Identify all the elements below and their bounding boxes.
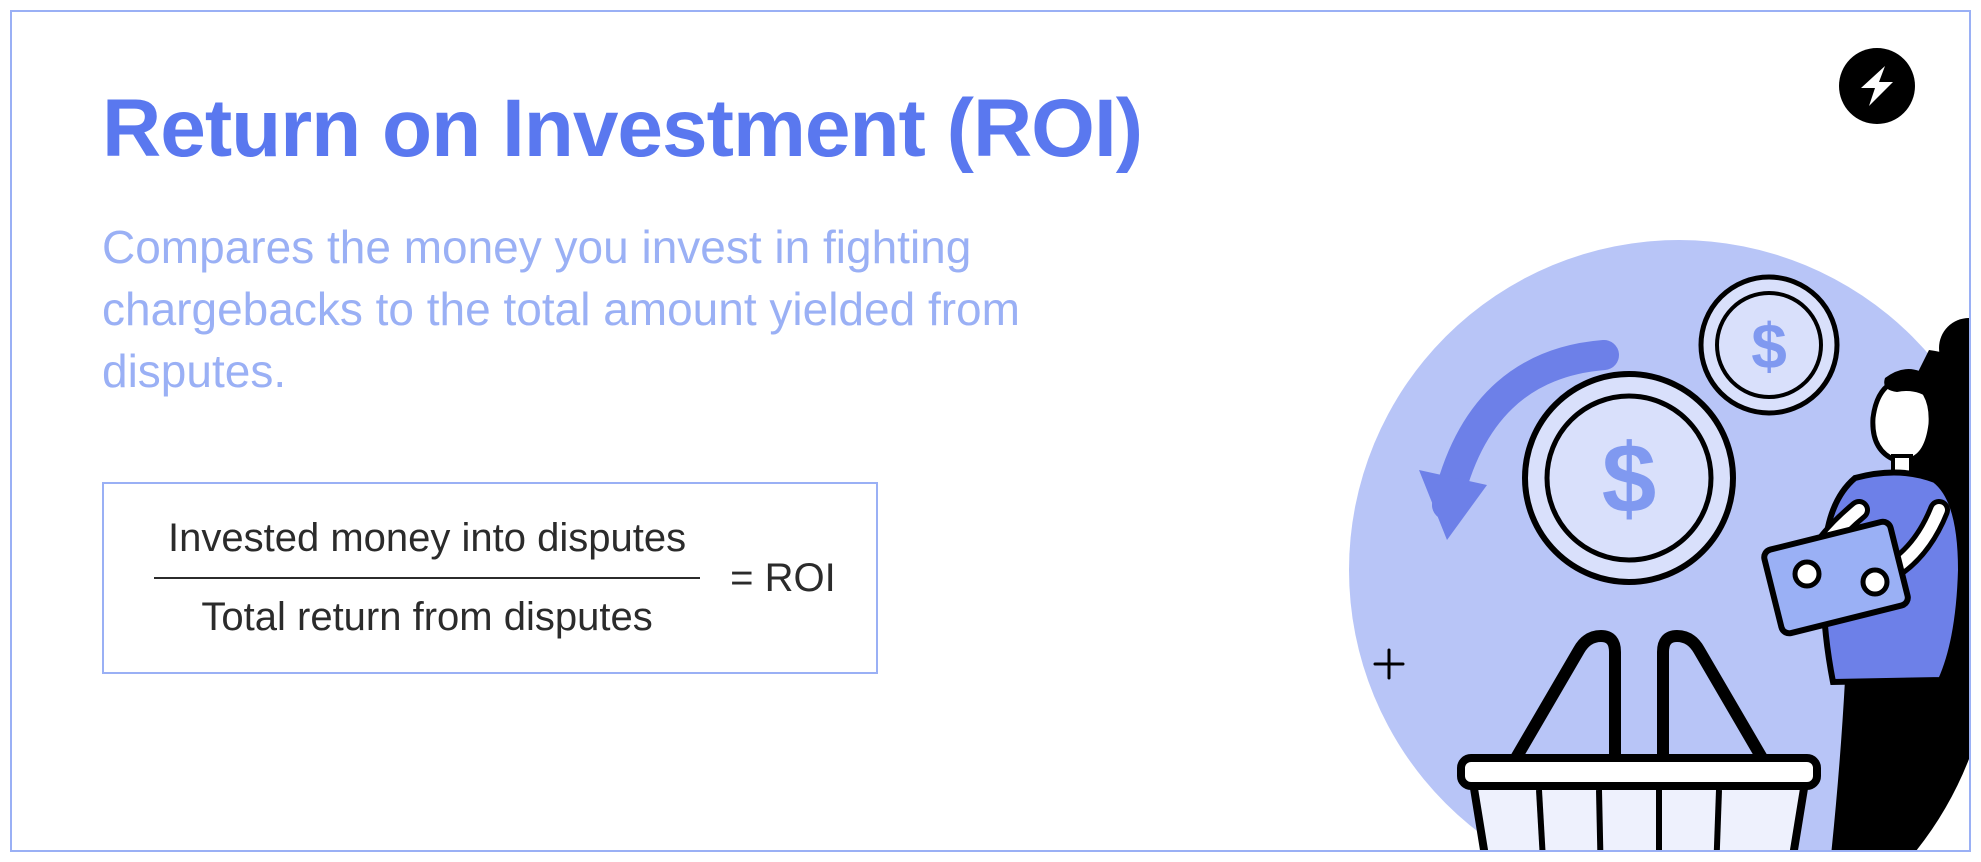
coin-large-icon: $ — [1525, 374, 1733, 582]
bolt-circle-icon — [1837, 46, 1917, 126]
svg-text:$: $ — [1751, 310, 1787, 382]
formula-numerator: Invested money into disputes — [154, 512, 700, 565]
formula-result: = ROI — [730, 556, 836, 601]
formula-box: Invested money into disputes Total retur… — [102, 482, 878, 674]
description-text: Compares the money you invest in fightin… — [102, 216, 1202, 402]
formula-fraction: Invested money into disputes Total retur… — [154, 512, 700, 644]
brand-logo — [1837, 46, 1917, 126]
coin-small-icon: $ — [1701, 277, 1837, 413]
roi-illustration: $ $ — [1209, 210, 1971, 852]
formula-denominator: Total return from disputes — [187, 591, 666, 644]
text-content: Return on Investment (ROI) Compares the … — [102, 82, 1202, 674]
fraction-divider — [154, 577, 700, 579]
svg-text:$: $ — [1602, 423, 1657, 533]
info-card: Return on Investment (ROI) Compares the … — [10, 10, 1971, 852]
page-title: Return on Investment (ROI) — [102, 82, 1202, 176]
